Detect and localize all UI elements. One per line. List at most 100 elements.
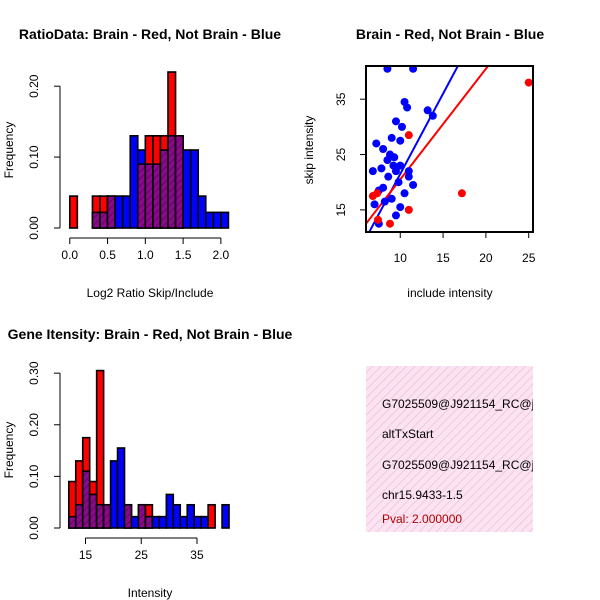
ratio-histogram-axes: 0.0 0.5 1.0 1.5 2.0 0.00 0.10 0.20 [27,74,230,262]
not-brain-point [391,211,400,220]
brain-point [524,78,533,87]
not-brain-bar [158,515,168,529]
not-brain-bar [197,195,207,229]
not-brain-bar [182,149,192,229]
not-brain-point [404,172,413,181]
info-panel: G7025509@J921154_RC@j_at altTxStart G702… [366,366,552,532]
overlap-bar [67,515,77,529]
scatter-frame [365,65,534,233]
not-brain-point [396,161,405,170]
intensity-histogram-title: Gene Itensity: Brain - Red, Not Brain - … [8,326,293,342]
not-brain-point [423,106,432,115]
not-brain-point [396,136,405,145]
not-brain-point [391,117,400,126]
overlap-bar [74,503,84,529]
not-brain-bar [172,503,182,529]
not-brain-bar [114,195,124,229]
overlap-bar [91,211,101,229]
ratio-histogram-xlabel: Log2 Ratio Skip/Include [87,286,214,300]
y-tick-label: 35 [334,92,348,106]
brain-point [404,131,413,140]
info-panel-background [366,366,533,532]
not-brain-bar [179,515,189,529]
not-brain-point [403,103,412,112]
ratio-histogram-title: RatioData: Brain - Red, Not Brain - Blue [19,26,281,42]
overlap-bar [167,135,177,229]
not-brain-point [368,167,377,176]
overlap-bar [174,135,184,229]
ratio-histogram-ylabel: Frequency [2,122,16,179]
x-tick-label: 15 [436,251,450,265]
brain-point [457,189,466,198]
brain-point [404,205,413,214]
not-brain-bar [200,515,209,529]
info-pval: Pval: 2.000000 [382,512,462,526]
not-brain-bar [151,515,161,529]
not-brain-point [370,200,379,209]
scatter-panel: Brain - Red, Not Brain - Blue 10 15 20 25 15… [302,26,544,300]
not-brain-bar [130,515,140,529]
x-tick-label: 35 [190,548,204,562]
brain-bar [68,195,79,229]
not-brain-bar [109,460,119,529]
not-brain-bar [220,211,230,229]
overlap-bar [81,470,91,529]
y-tick-label: 0.20 [27,413,41,437]
not-brain-bar [193,515,202,529]
brain-point [368,192,377,201]
overlap-bar [159,149,169,229]
info-probe-id: G7025509@J921154_RC@j_at [382,397,552,411]
x-tick-label: 15 [79,548,93,562]
x-tick-label: 1.0 [137,248,154,262]
not-brain-bar [212,211,222,229]
not-brain-bar [165,493,175,529]
not-brain-point [379,145,388,153]
y-tick-label: 0.20 [27,74,41,98]
x-tick-label: 0.0 [61,248,78,262]
intensity-histogram-ylabel: Frequency [2,422,16,479]
brain-point [373,215,382,224]
y-tick-label: 15 [334,203,348,217]
not-brain-point [391,167,400,176]
scatter-title: Brain - Red, Not Brain - Blue [356,26,544,42]
x-tick-label: 2.0 [213,248,230,262]
scatter-xlabel: include intensity [407,286,492,300]
scatter-plot-area [366,66,533,232]
overlap-bar [99,211,109,229]
x-tick-label: 0.5 [99,248,116,262]
scatter-axes: 10 15 20 25 15 25 35 [334,65,536,265]
not-brain-point [409,66,418,73]
overlap-bar [144,515,154,529]
not-brain-point [396,203,405,212]
brain-point [385,219,394,228]
not-brain-bar [186,503,195,529]
info-location: chr15.9433-1.5 [382,488,463,502]
scatter-points [366,66,533,232]
overlap-bar [95,503,105,529]
x-tick-label: 1.5 [175,248,192,262]
intensity-histogram-xlabel: Intensity [128,586,173,600]
not-brain-point [428,111,437,120]
brain-bar [207,503,216,529]
overlap-bar [88,493,98,529]
not-brain-point [380,197,389,206]
x-tick-label: 10 [394,251,408,265]
not-brain-bar [221,503,230,529]
not-brain-point [377,164,386,173]
not-brain-point [394,178,403,187]
intensity-histogram-axes: 15 25 35 0.00 0.10 0.20 0.30 [27,361,204,562]
info-probe-id-2: G7025509@J921154_RC@j_at [382,458,552,472]
not-brain-bar [129,135,139,229]
overlap-bar [152,163,162,229]
not-brain-point [397,122,406,131]
y-tick-label: 0.00 [27,516,41,540]
brain-fit-line [366,66,490,225]
not-brain-point [383,66,392,73]
not-brain-fit-line [368,66,459,232]
overlap-bar [144,163,154,229]
not-brain-bar [189,149,200,229]
scatter-ylabel: skip intensity [302,116,316,185]
not-brain-point [409,180,418,189]
not-brain-point [383,156,392,165]
